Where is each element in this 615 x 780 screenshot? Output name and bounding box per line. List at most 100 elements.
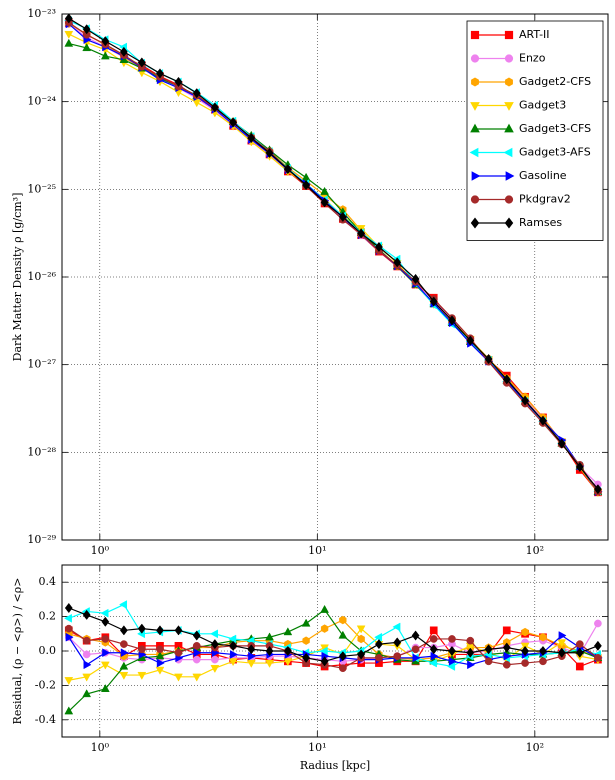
series-layer — [63, 13, 603, 498]
legend-marker — [469, 147, 479, 158]
marker — [466, 647, 475, 658]
marker — [210, 665, 220, 674]
marker — [64, 13, 73, 24]
y-tick-label: 10⁻²⁸ — [27, 445, 56, 458]
x-tick-label: 10² — [526, 544, 544, 557]
marker — [102, 648, 111, 658]
marker — [211, 655, 219, 664]
marker — [448, 645, 456, 657]
marker — [265, 632, 274, 641]
marker — [137, 57, 146, 68]
marker — [575, 662, 584, 671]
marker — [594, 619, 602, 628]
marker — [246, 659, 256, 668]
marker — [174, 76, 183, 88]
marker — [429, 626, 438, 635]
marker — [120, 648, 129, 658]
marker — [428, 658, 437, 668]
marker — [119, 600, 128, 609]
legend-label: Enzo — [519, 52, 546, 65]
y-tick-label: 0.4 — [39, 575, 57, 588]
marker — [283, 645, 292, 657]
marker — [119, 671, 129, 680]
series-line — [68, 17, 599, 490]
marker — [302, 636, 310, 645]
marker — [82, 673, 92, 682]
marker — [210, 639, 219, 650]
marker — [82, 650, 91, 659]
marker — [375, 639, 383, 650]
marker — [593, 640, 602, 651]
marker — [228, 658, 238, 667]
marker — [82, 24, 91, 35]
legend-marker — [504, 217, 514, 229]
marker — [575, 647, 584, 658]
legend-marker — [470, 217, 480, 229]
x-axis-label: Radius [kpc] — [300, 759, 370, 772]
y-axis-label: Residual, (ρ − <ρ>) / <ρ> — [11, 578, 24, 725]
marker — [393, 637, 402, 648]
marker — [447, 662, 456, 671]
marker — [502, 374, 511, 385]
y-tick-label: 0.0 — [39, 644, 57, 657]
x-tick-label: 10¹ — [308, 544, 326, 557]
marker — [156, 625, 164, 636]
marker — [484, 644, 493, 655]
marker — [174, 648, 183, 657]
marker — [302, 179, 311, 191]
legend-box — [466, 20, 604, 241]
marker — [229, 650, 238, 659]
marker — [339, 615, 347, 625]
marker — [521, 645, 529, 657]
marker — [174, 673, 183, 682]
marker — [82, 609, 91, 620]
marker — [229, 640, 238, 651]
marker — [192, 99, 202, 108]
marker — [575, 461, 584, 473]
marker — [557, 639, 567, 648]
marker — [100, 608, 109, 618]
marker — [411, 645, 420, 654]
marker — [283, 658, 293, 667]
marker — [64, 602, 73, 614]
y-tick-label: 10⁻²⁹ — [27, 533, 56, 546]
marker — [210, 629, 218, 639]
y-tick-label: 0.2 — [39, 610, 57, 623]
marker — [338, 630, 348, 639]
marker — [357, 634, 365, 644]
marker — [593, 484, 602, 495]
marker — [411, 273, 420, 285]
legend-marker — [503, 147, 513, 158]
marker — [575, 640, 584, 648]
marker — [319, 646, 328, 656]
marker — [119, 625, 128, 636]
marker — [100, 51, 110, 60]
marker — [100, 661, 110, 670]
marker — [193, 648, 202, 658]
y-tick-label: 10⁻²³ — [27, 7, 56, 20]
marker — [64, 30, 74, 39]
marker — [283, 627, 293, 636]
marker — [83, 660, 92, 670]
legend-marker — [470, 30, 480, 40]
marker — [320, 624, 329, 633]
marker — [557, 438, 566, 449]
x-tick-label: 10¹ — [308, 741, 326, 754]
marker — [247, 132, 256, 144]
marker — [302, 652, 311, 663]
marker — [539, 645, 547, 657]
marker — [137, 671, 147, 680]
marker — [248, 651, 257, 661]
marker — [467, 660, 476, 670]
marker — [429, 644, 438, 655]
legend-label: Gadget3-CFS — [519, 122, 591, 135]
y-tick-label: 10⁻²⁴ — [27, 95, 56, 108]
marker — [156, 645, 164, 654]
marker — [137, 645, 146, 654]
legend-marker — [470, 195, 480, 204]
marker — [320, 656, 329, 667]
marker — [64, 38, 74, 47]
legend-label: Pkdgrav2 — [519, 193, 571, 206]
marker — [594, 654, 602, 662]
series-layer — [63, 600, 603, 715]
